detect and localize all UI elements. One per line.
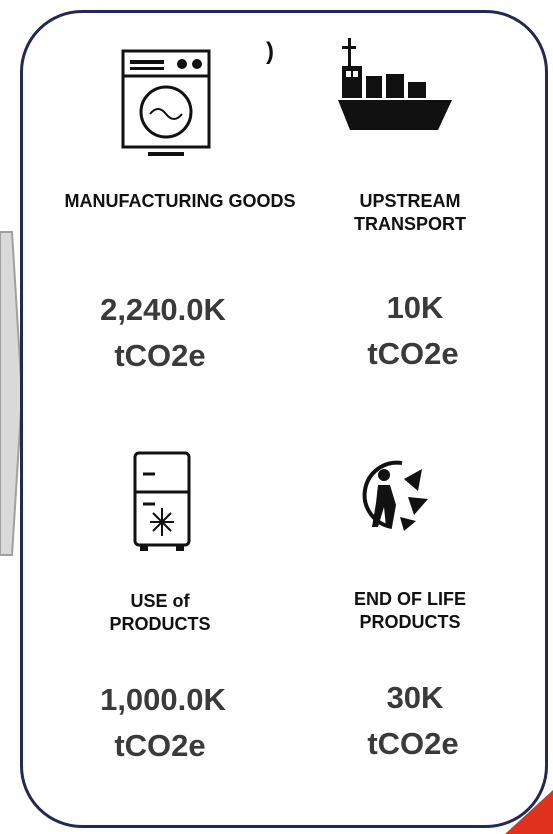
item-value: 2,240.0K — [100, 292, 226, 327]
item-unit: tCO2e — [367, 336, 459, 371]
washing-machine-icon — [121, 49, 211, 156]
item-value: 10K — [386, 290, 444, 325]
item-label: MANUFACTURING GOODS — [64, 191, 296, 211]
red-corner — [505, 790, 553, 834]
panel — [20, 10, 548, 828]
stray-text: ) — [266, 38, 274, 65]
item-label: END OF LIFE PRODUCTS — [354, 589, 466, 632]
item-unit: tCO2e — [367, 726, 459, 761]
item-value: 30K — [386, 680, 444, 715]
chevron — [0, 231, 24, 556]
item-label: UPSTREAM TRANSPORT — [354, 191, 466, 234]
item-label: USE of PRODUCTS — [109, 591, 211, 634]
recycle-icon — [362, 460, 428, 531]
ship-icon — [338, 38, 452, 130]
item-unit: tCO2e — [114, 728, 206, 763]
item-unit: tCO2e — [114, 338, 206, 373]
item-value: 1,000.0K — [100, 682, 226, 717]
fridge-icon — [133, 451, 191, 551]
